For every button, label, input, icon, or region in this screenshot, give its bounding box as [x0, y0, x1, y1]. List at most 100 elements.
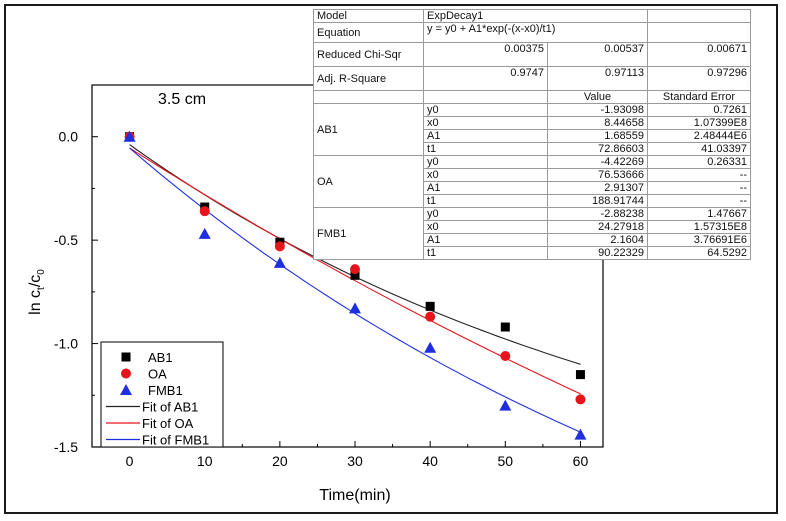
data-point-fmb1	[424, 341, 437, 353]
param-error: 0.26331	[647, 155, 751, 169]
param-error: 0.7261	[647, 103, 751, 117]
data-point-fmb1	[273, 256, 286, 268]
data-point-oa	[500, 350, 511, 361]
group-name: OA	[313, 155, 424, 208]
param-error: --	[647, 194, 751, 208]
table-row: FMB1 y0 -2.88238 1.47667	[313, 207, 751, 260]
y-axis-label: ln ct/c0	[27, 269, 47, 315]
model-label: Model	[313, 9, 424, 23]
param-name: A1	[423, 233, 548, 247]
x-tick-label: 0	[126, 453, 134, 469]
legend-marker-ab1	[121, 352, 131, 362]
x-tick-label: 50	[498, 453, 514, 469]
equation-value: y = y0 + A1*exp(-(x-x0)/t1)	[423, 22, 648, 43]
legend-label: OA	[148, 367, 167, 382]
chisqr-ab1: 0.00375	[423, 42, 548, 67]
data-markers	[123, 130, 587, 440]
svg-text:ln ct/c0: ln ct/c0	[27, 269, 47, 315]
x-tick-label: 60	[573, 453, 589, 469]
data-point-oa	[425, 311, 436, 322]
empty-cell	[647, 9, 751, 23]
y-axis-label-main: ln c	[27, 290, 44, 315]
figure-border	[4, 4, 778, 514]
param-error: --	[647, 181, 751, 195]
param-error: --	[647, 168, 751, 182]
r2-fmb1: 0.97296	[647, 66, 751, 91]
table-row-chisqr: Reduced Chi-Sqr 0.00375 0.00537 0.00671	[313, 42, 751, 67]
param-value: 24.27918	[547, 220, 648, 234]
legend-label: AB1	[148, 350, 173, 365]
param-value: 72.86603	[547, 142, 648, 156]
r2-ab1: 0.9747	[423, 66, 548, 91]
chart-annotation: 3.5 cm	[158, 91, 206, 108]
param-value: -2.88238	[547, 207, 648, 221]
legend-label: Fit of AB1	[142, 400, 198, 415]
column-header-error: Standard Error	[647, 90, 751, 104]
param-error: 64.5292	[647, 246, 751, 260]
empty-cell	[423, 90, 548, 104]
y-axis-label-sub1: t	[36, 287, 47, 290]
data-point-fmb1	[198, 227, 211, 239]
y-axis-label-sub2: 0	[36, 269, 47, 275]
x-tick-label: 40	[422, 453, 438, 469]
data-point-oa	[350, 264, 361, 275]
data-point-ab1	[425, 301, 435, 311]
chisqr-fmb1: 0.00671	[647, 42, 751, 67]
table-row: x0 76.53666 --	[314, 168, 751, 182]
data-point-fmb1	[349, 302, 362, 314]
param-error: 3.76691E6	[647, 233, 751, 247]
chisqr-label: Reduced Chi-Sqr	[313, 42, 424, 67]
param-value: -1.93098	[547, 103, 648, 117]
table-row-header: Value Standard Error	[313, 90, 751, 104]
table-row: A1 2.1604 3.76691E6	[314, 233, 751, 247]
param-name: t1	[423, 142, 548, 156]
group-name: FMB1	[313, 207, 424, 260]
param-error: 1.47667	[647, 207, 751, 221]
param-error: 2.48444E6	[647, 129, 751, 143]
legend-marker-fmb1	[120, 384, 132, 395]
param-value: 8.44658	[547, 116, 648, 130]
group-name: AB1	[313, 103, 424, 156]
legend-marker-oa	[121, 368, 131, 379]
param-value: -4.42269	[547, 155, 648, 169]
legend-label: Fit of FMB1	[142, 433, 209, 448]
y-tick-label: -1.5	[54, 439, 78, 455]
equation-label: Equation	[313, 22, 424, 43]
param-value: 1.68559	[547, 129, 648, 143]
data-point-oa	[575, 394, 586, 405]
param-error: 1.57315E8	[647, 220, 751, 234]
table-row-model: Model ExpDecay1	[313, 9, 751, 23]
param-name: A1	[423, 129, 548, 143]
x-axis-label: Time(min)	[319, 487, 390, 504]
param-name: A1	[423, 181, 548, 195]
param-value: 2.1604	[547, 233, 648, 247]
legend-label: FMB1	[148, 383, 183, 398]
empty-cell	[313, 90, 424, 104]
data-point-ab1	[575, 370, 585, 380]
empty-cell	[647, 22, 751, 43]
param-name: y0	[423, 103, 548, 117]
param-name: t1	[423, 246, 548, 260]
data-point-ab1	[500, 322, 510, 332]
table-row: t1 90.22329 64.5292	[314, 246, 751, 260]
param-name: x0	[423, 116, 548, 130]
r2-oa: 0.97113	[547, 66, 648, 91]
column-header-value: Value	[547, 90, 648, 104]
param-name: x0	[423, 168, 548, 182]
table-row: A1 1.68559 2.48444E6	[314, 129, 751, 143]
param-value: 188.91744	[547, 194, 648, 208]
model-value: ExpDecay1	[423, 9, 648, 23]
fit-statistics-table: Model ExpDecay1 Equation y = y0 + A1*exp…	[313, 9, 751, 260]
param-error: 41.03397	[647, 142, 751, 156]
data-point-fmb1	[123, 130, 136, 142]
data-point-ab1	[350, 270, 360, 280]
param-name: y0	[423, 155, 548, 169]
param-value: 2.91307	[547, 181, 648, 195]
y-tick-label: -0.5	[54, 232, 78, 248]
table-row-equation: Equation y = y0 + A1*exp(-(x-x0)/t1)	[313, 22, 751, 43]
param-error: 1.07399E8	[647, 116, 751, 130]
y-axis-label-mid: /c	[27, 275, 44, 287]
x-tick-label: 30	[347, 453, 363, 469]
data-point-oa	[274, 241, 285, 252]
